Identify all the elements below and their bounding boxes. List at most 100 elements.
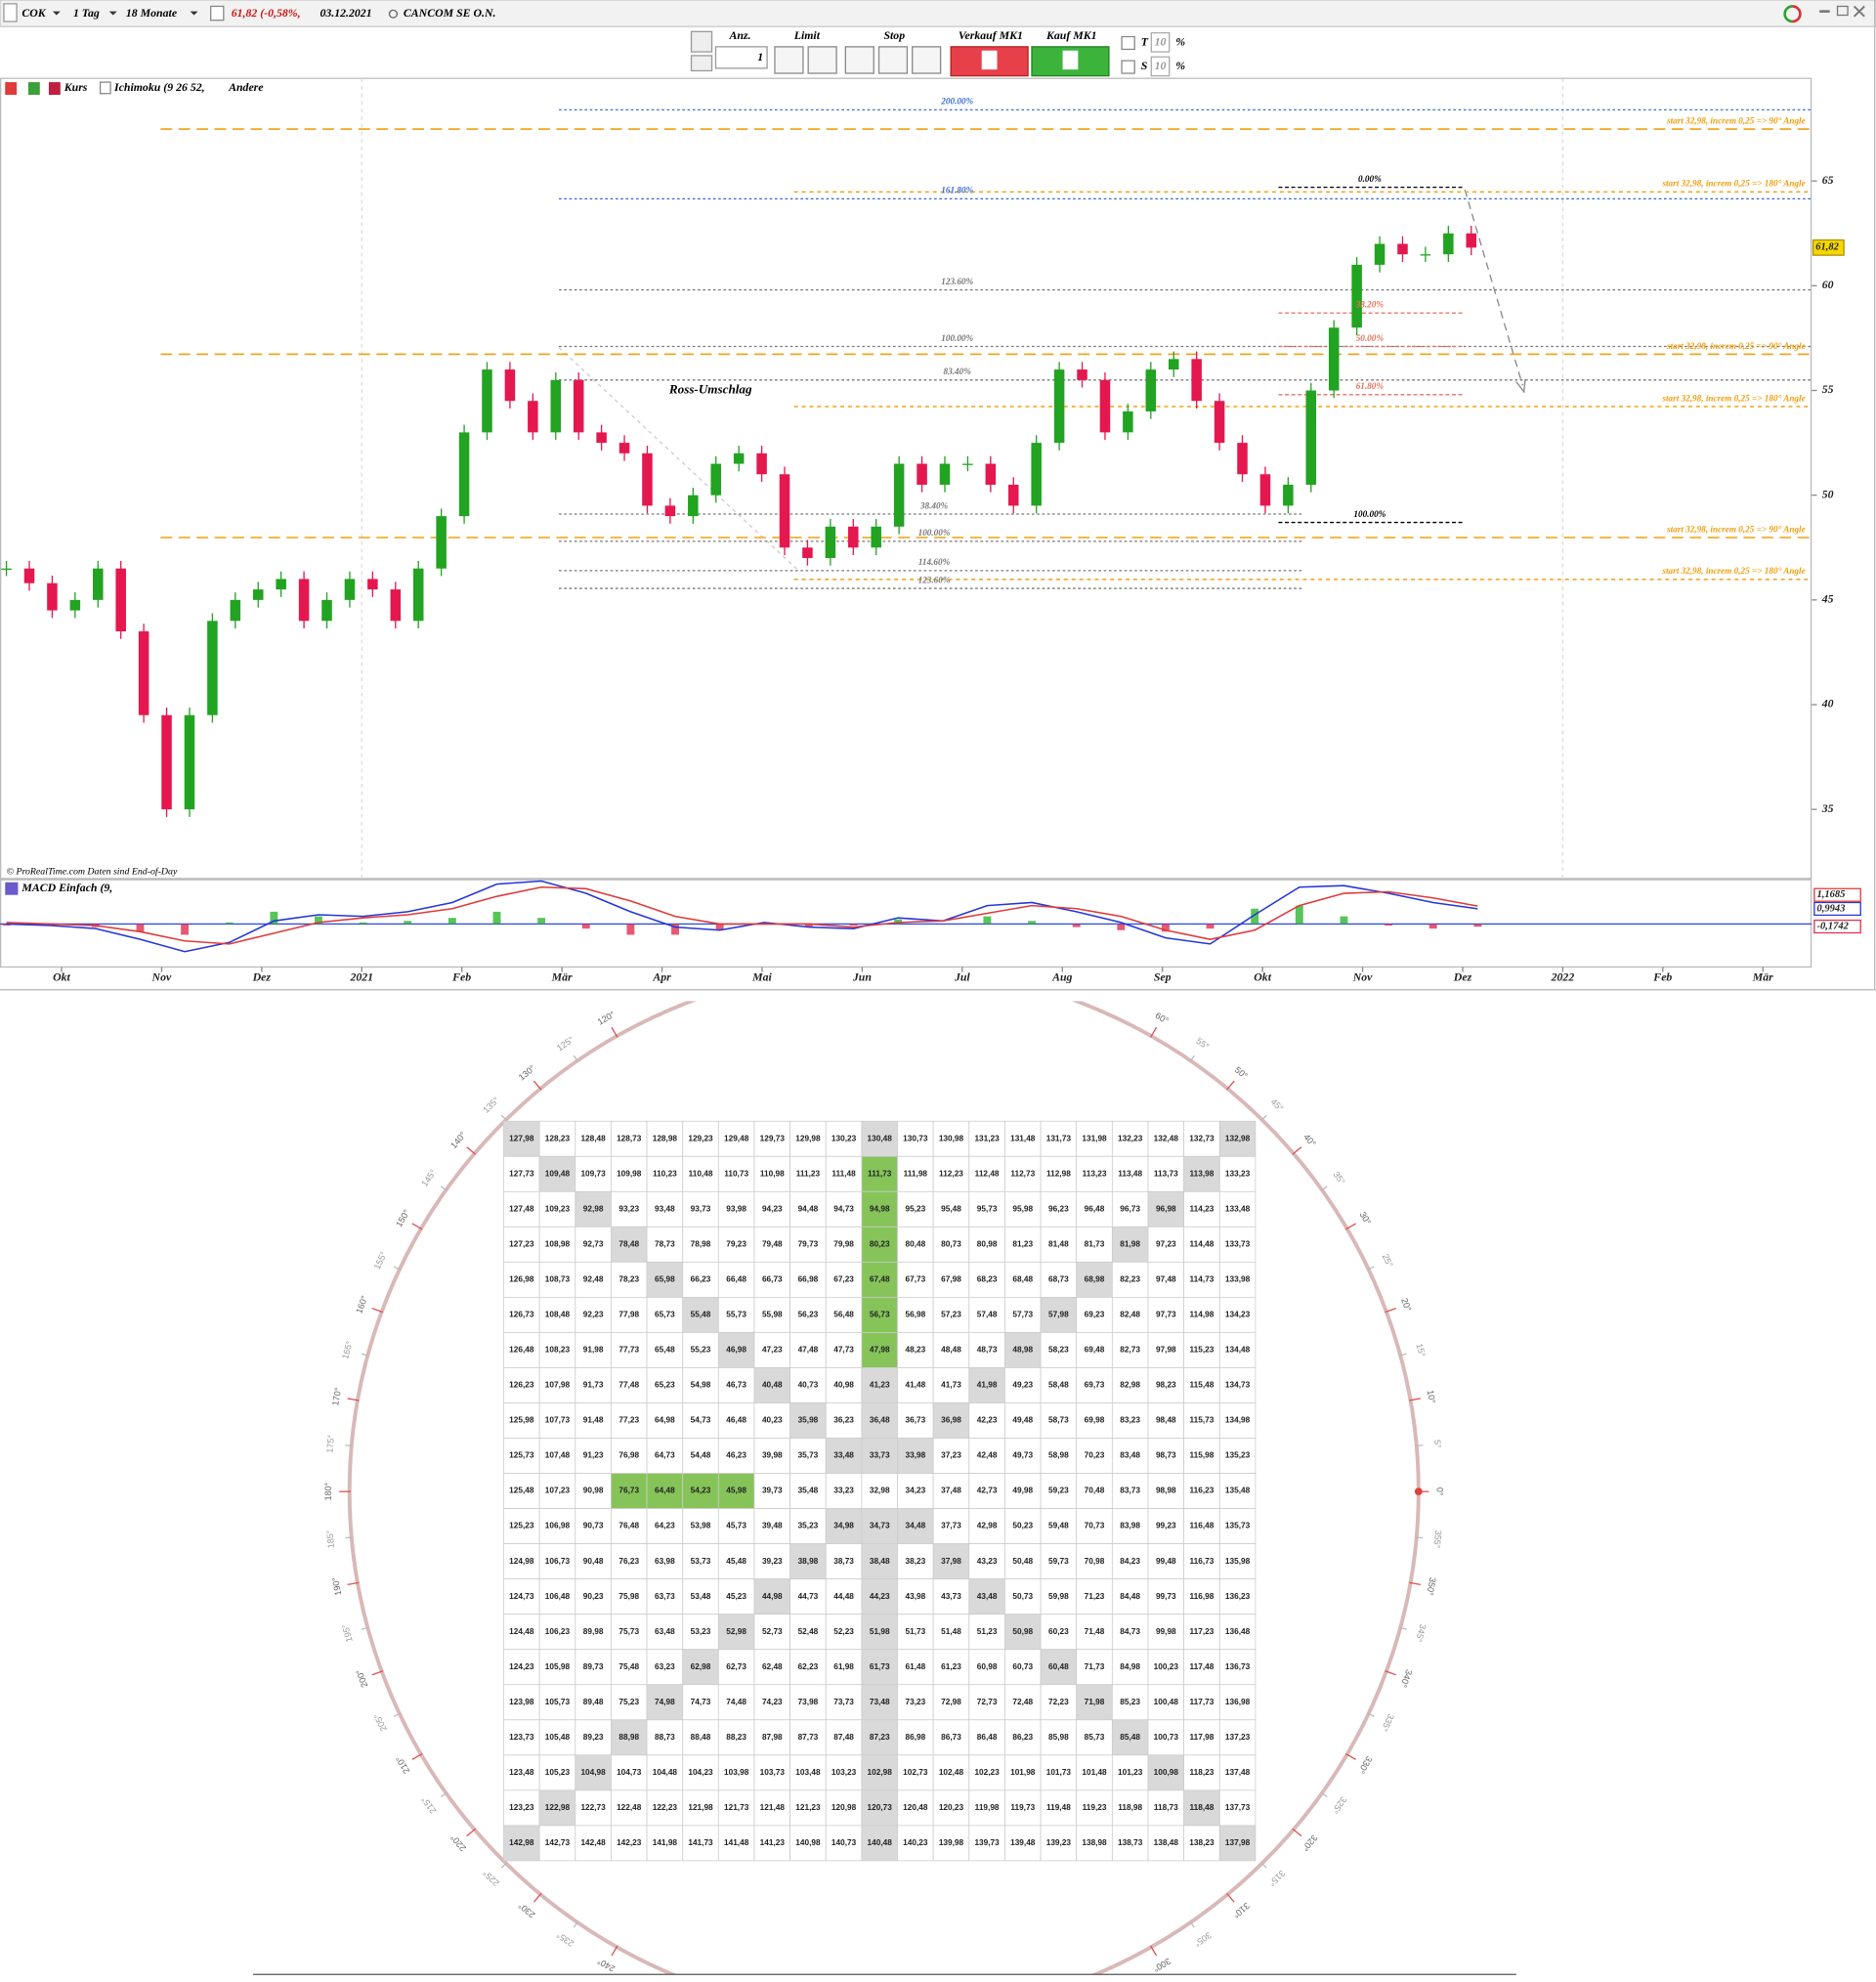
grid-cell [646,1719,684,1756]
legend-entry[interactable]: Kurs [64,81,88,94]
s-label: S [1141,60,1148,72]
candle [756,452,767,475]
stop-button[interactable] [912,46,942,74]
grid-cell [1004,1684,1042,1721]
candle [230,599,241,622]
angle-label: 30° [1357,1210,1373,1227]
level-label: 123.60% [918,575,951,584]
t-input[interactable] [1150,31,1171,53]
toolbar-icon[interactable] [3,3,18,22]
grid-value: 84,23 [1120,1557,1140,1566]
grid-value: 63,98 [655,1557,675,1566]
grid-cell [1111,1473,1149,1509]
candle [184,714,195,810]
candle [1374,243,1386,265]
grid-value: 72,73 [977,1698,998,1706]
stop-button[interactable] [844,46,874,74]
grid-cell [1183,1120,1220,1157]
tool-button[interactable] [690,30,713,53]
close[interactable] [1853,5,1865,18]
grid-cell [1040,1649,1078,1686]
grid-value: 118,73 [1154,1803,1178,1812]
legend-icon[interactable] [27,82,40,96]
price-panel [0,77,1812,880]
grid-cell [503,1614,540,1651]
grid-value: 90,48 [583,1557,604,1566]
angle-label: 155° [372,1250,389,1271]
angle-label: 45° [1268,1097,1285,1113]
grid-cell [789,1754,827,1791]
grid-cell [646,1155,684,1192]
grid-value: 110,73 [724,1169,748,1178]
grid-value: 121,73 [724,1803,749,1812]
grid-value: 139,23 [1046,1838,1072,1847]
period[interactable]: 18 Monate [126,7,177,20]
grid-value: 125,98 [509,1416,534,1425]
grid-value: 95,98 [1012,1205,1033,1214]
toolbar [0,0,1876,27]
symbol[interactable]: COK [21,7,46,20]
dropdown-arrow [52,11,61,16]
stop-button[interactable] [877,46,909,74]
grid-cell [1040,1402,1078,1439]
grid-cell [538,1508,576,1545]
angle-label: 50° [1233,1065,1250,1082]
legend-entry[interactable]: Andere [228,81,263,94]
grid-value: 114,98 [1190,1311,1215,1319]
qty-input[interactable] [714,46,768,69]
grid-cell [1040,1614,1078,1651]
legend-entry[interactable]: Ichimoku (9 26 52, [113,81,205,94]
candle [1305,390,1317,485]
grid-cell [1040,1508,1078,1545]
grid-cell [1076,1402,1113,1439]
refresh-icon[interactable] [1792,5,1802,23]
info-icon[interactable] [210,5,225,22]
legend-checkbox[interactable] [99,81,111,95]
grid-value: 61,48 [905,1662,925,1671]
candle [893,463,905,527]
limit-sell-button[interactable] [807,46,837,74]
interval[interactable]: 1 Tag [73,7,100,20]
angle-tick [440,1791,448,1798]
angle-tick [411,1752,423,1760]
grid-value: 42,73 [977,1486,998,1495]
zero-marker [1414,1487,1423,1496]
candle [138,630,149,715]
grid-value: 64,23 [655,1522,675,1530]
minimize[interactable] [1819,10,1830,13]
grid-cell [968,1578,1005,1616]
grid-cell [897,1789,934,1827]
angle-label: 15° [1414,1343,1427,1358]
grid-value: 90,73 [583,1522,604,1530]
grid-cell [753,1190,791,1228]
grid-value: 137,23 [1225,1733,1251,1742]
candle [1466,233,1477,248]
grid-cell [575,1402,612,1439]
checkbox[interactable] [1121,60,1135,74]
grid-value: 104,73 [617,1768,642,1777]
limit-buy-button[interactable] [774,46,804,74]
grid-cell [825,1578,863,1616]
s-input[interactable] [1150,56,1171,77]
grid-cell [1183,1155,1220,1192]
grid-cell [789,1226,827,1263]
grid-cell [611,1332,648,1368]
checkbox[interactable] [1121,35,1135,51]
grid-value: 72,23 [1048,1698,1069,1706]
grid-value: 69,23 [1085,1311,1105,1319]
angle-label: 200° [354,1668,369,1689]
grid-value: 113,98 [1190,1169,1215,1178]
grid-cell [503,1684,540,1721]
restore[interactable] [1836,5,1849,17]
grid-value: 118,48 [1190,1803,1215,1812]
grid-value: 95,23 [905,1205,925,1214]
grid-value: 119,48 [1046,1803,1071,1812]
grid-cell [717,1473,755,1509]
legend-icon[interactable] [5,82,18,96]
grid-value: 135,23 [1225,1451,1251,1460]
grid-value: 140,23 [903,1838,928,1847]
grid-cell [538,1190,576,1228]
tool-button[interactable] [690,55,713,72]
grid-cell [1147,1684,1185,1721]
